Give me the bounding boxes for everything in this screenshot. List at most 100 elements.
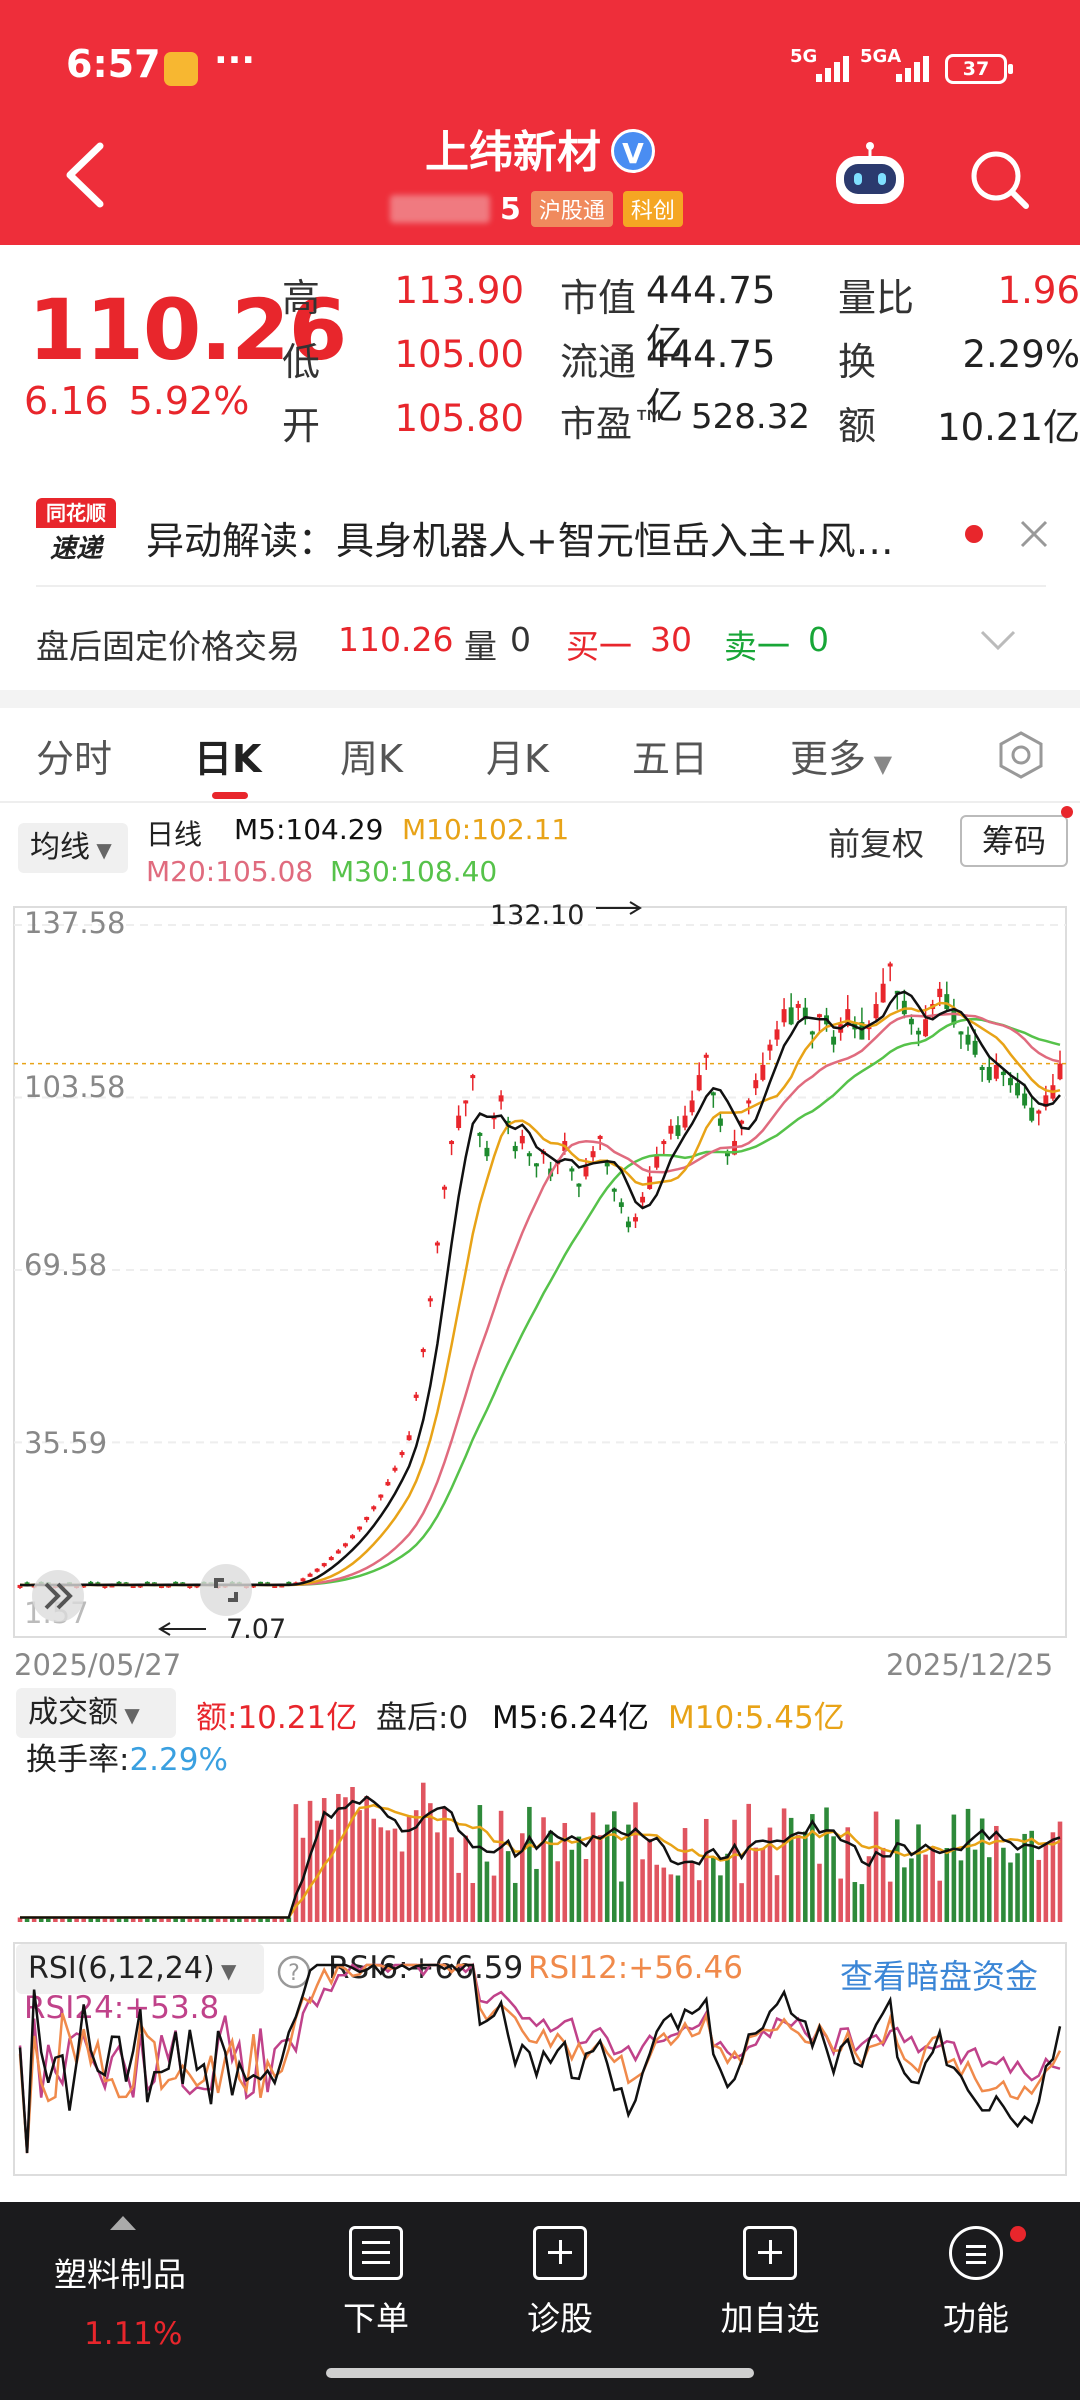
bid1-value: 30 [650, 620, 692, 659]
amount-bar [187, 1917, 193, 1922]
after-hours-trading-row[interactable]: 盘后固定价格交易 110.26 量 0 买一 30 卖一 0 [0, 600, 1080, 680]
battery-icon: 37 [945, 54, 1013, 84]
candle-body [1029, 1107, 1035, 1121]
candlestick-chart[interactable] [0, 895, 1080, 1640]
candle-body [1043, 1095, 1049, 1107]
amount-bar [145, 1917, 150, 1922]
turnover-rate-label: 换手率: [26, 1742, 130, 1778]
amount-bar [38, 1917, 44, 1922]
candle-body [477, 1132, 483, 1136]
close-icon[interactable] [1016, 516, 1052, 552]
amount-bar-chart[interactable] [0, 1770, 1080, 1930]
add-favorite-label: 加自选 [720, 2299, 820, 2338]
amount-bar [208, 1917, 214, 1922]
bottom-action-bar: 塑料制品 1.11% 下单 诊股 加自选 功能 [0, 2202, 1080, 2400]
function-button[interactable]: 功能 [916, 2226, 1036, 2340]
ma-line-m5 [19, 990, 1061, 1587]
rsi24-value: RSI24:+53.8 [24, 1990, 220, 2026]
amount-bar [746, 1803, 751, 1922]
candle-body [979, 1066, 985, 1070]
amount-bar [88, 1917, 94, 1922]
news-strip[interactable]: 同花顺 速递 异动解读：具身机器人+智元恒岳入主+风… [0, 490, 1080, 580]
rsi-line-chart[interactable] [0, 1935, 1080, 2185]
candle-body [633, 1217, 638, 1222]
candle-body [187, 1584, 193, 1588]
candle-body [357, 1526, 363, 1530]
amount-bar [244, 1917, 249, 1922]
amount-bar [753, 1847, 759, 1922]
fullscreen-icon[interactable] [198, 1562, 254, 1618]
amount-bar [399, 1851, 405, 1922]
tab-daily-k[interactable]: 日K [194, 737, 262, 781]
settings-hexagon-icon[interactable] [996, 730, 1046, 780]
tab-monthly-k[interactable]: 月K [486, 737, 549, 781]
candle-body [859, 1022, 865, 1040]
ma-selector-button[interactable]: 均线 ▼ [18, 823, 128, 873]
signal-icon [896, 52, 936, 82]
amount-bar [1015, 1853, 1020, 1922]
bid1-label: 买一 [566, 627, 632, 666]
amount-bar [406, 1815, 412, 1922]
expand-arrow-icon[interactable] [16, 1568, 96, 1624]
candle-body [307, 1573, 313, 1577]
last-price: 110.26 [28, 281, 347, 379]
back-arrow-icon[interactable] [60, 140, 110, 210]
amount-bar [258, 1917, 263, 1922]
candle-body [689, 1100, 695, 1113]
order-button[interactable]: 下单 [316, 2226, 436, 2340]
after-hours-price: 110.26 [338, 620, 454, 659]
amount-bar [916, 1824, 921, 1922]
amount-bar [774, 1875, 780, 1922]
tab-weekly-k[interactable]: 周K [340, 737, 403, 781]
amount-bar [640, 1859, 645, 1922]
amount-bar [612, 1811, 617, 1922]
news-headline[interactable]: 异动解读：具身机器人+智元恒岳入主+风… [146, 519, 894, 563]
amount-bar [718, 1875, 723, 1922]
diagnose-button[interactable]: 诊股 [500, 2226, 620, 2340]
market-cap-value: 444.75亿 [646, 269, 776, 364]
amount-bar [17, 1917, 23, 1922]
dark-pool-link[interactable]: 查看暗盘资金 [840, 1957, 1038, 1996]
tab-timeshare[interactable]: 分时 [36, 737, 113, 781]
volume-ratio-value: 1.96 [997, 269, 1080, 312]
function-menu-icon [949, 2226, 1003, 2280]
amount-bar [937, 1880, 943, 1922]
amount-bar [1036, 1859, 1042, 1922]
amount-bar [675, 1875, 681, 1922]
caret-down-icon: ▼ [118, 1703, 140, 1727]
candle-body [442, 1186, 447, 1190]
ma-line-m10 [19, 1001, 1061, 1587]
chip-distribution-button[interactable]: 筹码 [960, 815, 1068, 867]
candle-body [534, 1163, 539, 1167]
add-favorite-button[interactable]: 加自选 [700, 2226, 840, 2340]
amount-bar [576, 1836, 582, 1922]
tab-more[interactable]: 更多 ▼ [790, 728, 892, 783]
candle-body [986, 1066, 992, 1081]
indicator-amount-selector[interactable]: 成交额 ▼ [16, 1688, 176, 1738]
chevron-down-icon[interactable] [978, 624, 1018, 654]
function-label: 功能 [943, 2299, 1009, 2338]
active-tab-indicator [212, 792, 248, 799]
adjust-label[interactable]: 前复权 [828, 825, 925, 863]
candle-body [1057, 1063, 1063, 1080]
candle-body [159, 1584, 164, 1588]
top-header: 6:57 ··· 5G 5GA 37 上纬新材 V 5 沪股通 科创 [0, 0, 1080, 245]
assistant-robot-icon[interactable] [830, 140, 910, 210]
amount-bar [286, 1917, 292, 1922]
amount-value: 10.21亿 [937, 406, 1080, 449]
amount-bar [633, 1802, 638, 1922]
sector-name[interactable]: 塑料制品 [54, 2255, 186, 2294]
candle-body [1015, 1083, 1021, 1096]
amount-bar [159, 1917, 164, 1922]
candle-body [498, 1095, 504, 1102]
amount-bar [442, 1806, 447, 1922]
indicator-rsi-selector[interactable]: RSI(6,12,24) ▼ [16, 1944, 264, 1994]
amount-bar [979, 1818, 985, 1922]
ma-selector-label: 均线 [30, 830, 90, 865]
amount-bar [392, 1828, 398, 1922]
m20-label: M20:105.08 [146, 855, 314, 888]
search-icon[interactable] [966, 146, 1032, 212]
candle-body [753, 1080, 759, 1089]
verified-icon: V [611, 129, 655, 173]
tab-five-day[interactable]: 五日 [632, 737, 709, 781]
